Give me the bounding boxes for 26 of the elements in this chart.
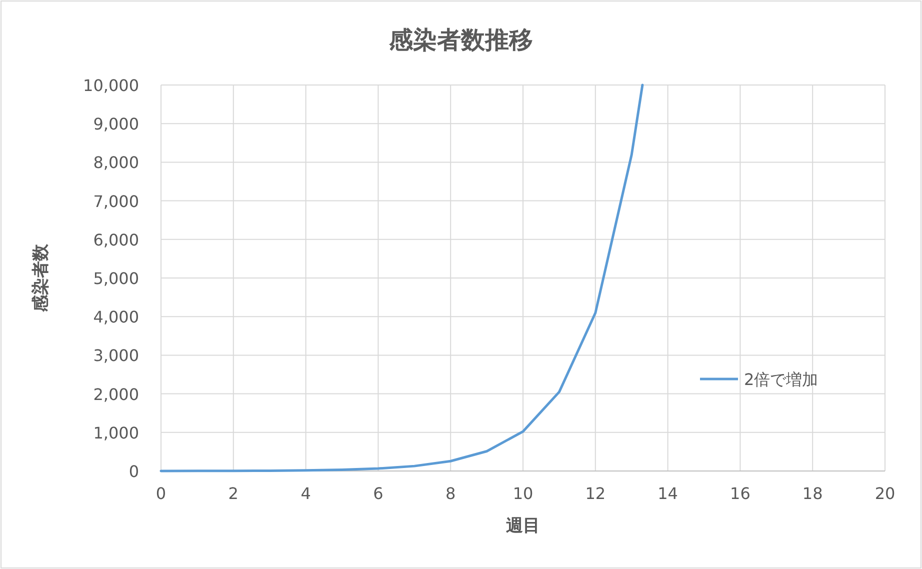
y-tick-label: 1,000 xyxy=(93,423,139,442)
y-tick-label: 8,000 xyxy=(93,153,139,172)
x-tick-label: 12 xyxy=(585,484,606,503)
x-tick-label: 20 xyxy=(874,484,896,503)
x-tick-label: 6 xyxy=(373,484,384,503)
y-tick-label: 3,000 xyxy=(93,346,139,366)
y-tick-label: 5,000 xyxy=(93,269,139,288)
x-tick-label: 4 xyxy=(300,484,311,503)
y-tick-label: 10,000 xyxy=(83,76,139,95)
x-tick-label: 16 xyxy=(730,484,750,503)
x-tick-label: 2 xyxy=(228,484,238,503)
chart-title: 感染者数推移 xyxy=(388,26,533,54)
y-tick-label: 2,000 xyxy=(93,384,139,404)
x-tick-label: 14 xyxy=(658,484,678,503)
x-tick-label: 10 xyxy=(512,484,534,503)
x-tick-label: 0 xyxy=(156,484,166,503)
x-tick-label: 8 xyxy=(446,484,456,503)
y-tick-label: 4,000 xyxy=(93,308,139,327)
legend-label: 2倍で増加 xyxy=(744,370,818,389)
x-axis-title: 週目 xyxy=(505,516,540,536)
y-tick-label: 7,000 xyxy=(93,192,139,211)
y-tick-label: 9,000 xyxy=(93,114,139,134)
y-tick-label: 0 xyxy=(128,462,139,481)
y-tick-label: 6,000 xyxy=(93,230,139,250)
y-axis-title: 感染者数 xyxy=(31,243,51,313)
x-tick-label: 18 xyxy=(802,484,823,503)
